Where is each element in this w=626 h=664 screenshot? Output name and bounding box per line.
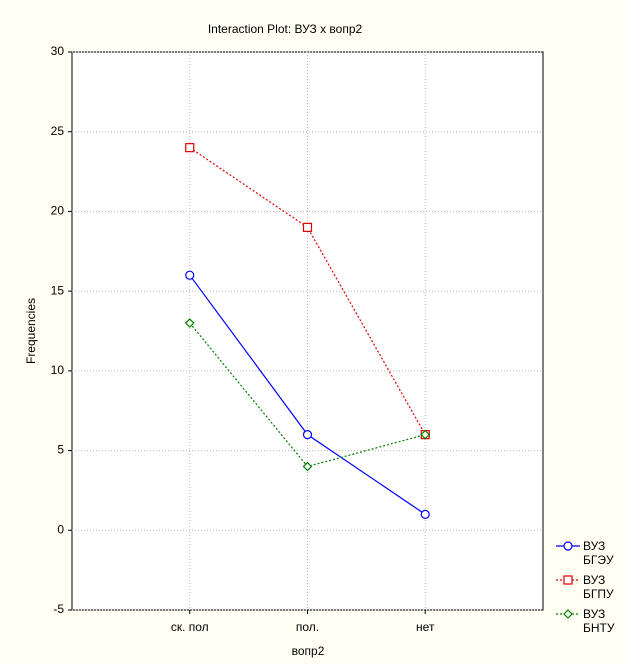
x-tick-label: ск. пол (171, 620, 209, 634)
chart-title: Interaction Plot: ВУЗ x вопр2 (208, 22, 363, 36)
marker (420, 429, 431, 440)
marker (302, 222, 313, 232)
marker (185, 143, 195, 153)
marker (563, 609, 573, 619)
y-axis-label: Frequencies (24, 298, 38, 364)
marker (185, 270, 195, 280)
y-tick-label: 15 (51, 283, 65, 297)
marker (563, 541, 573, 551)
marker (302, 430, 313, 440)
legend-label: ВУЗ БГЭУ (583, 539, 614, 567)
legend-label: ВУЗ БНТУ (583, 607, 615, 635)
y-tick-label: 5 (57, 443, 64, 457)
y-tick-label: -5 (53, 602, 64, 616)
y-tick-label: 10 (51, 363, 65, 377)
marker (184, 318, 195, 328)
x-tick-label: нет (416, 620, 435, 634)
series-line (189, 147, 426, 435)
y-tick-label: 20 (51, 204, 65, 218)
legend-label: ВУЗ БГПУ (583, 573, 614, 601)
marker (563, 575, 573, 585)
marker (420, 509, 430, 519)
x-axis-label: вопр2 (292, 644, 325, 658)
y-tick-label: 0 (57, 522, 64, 536)
marker (302, 461, 313, 472)
y-tick-label: 30 (51, 44, 65, 58)
x-tick-label: пол. (296, 620, 319, 634)
y-tick-label: 25 (51, 124, 65, 138)
